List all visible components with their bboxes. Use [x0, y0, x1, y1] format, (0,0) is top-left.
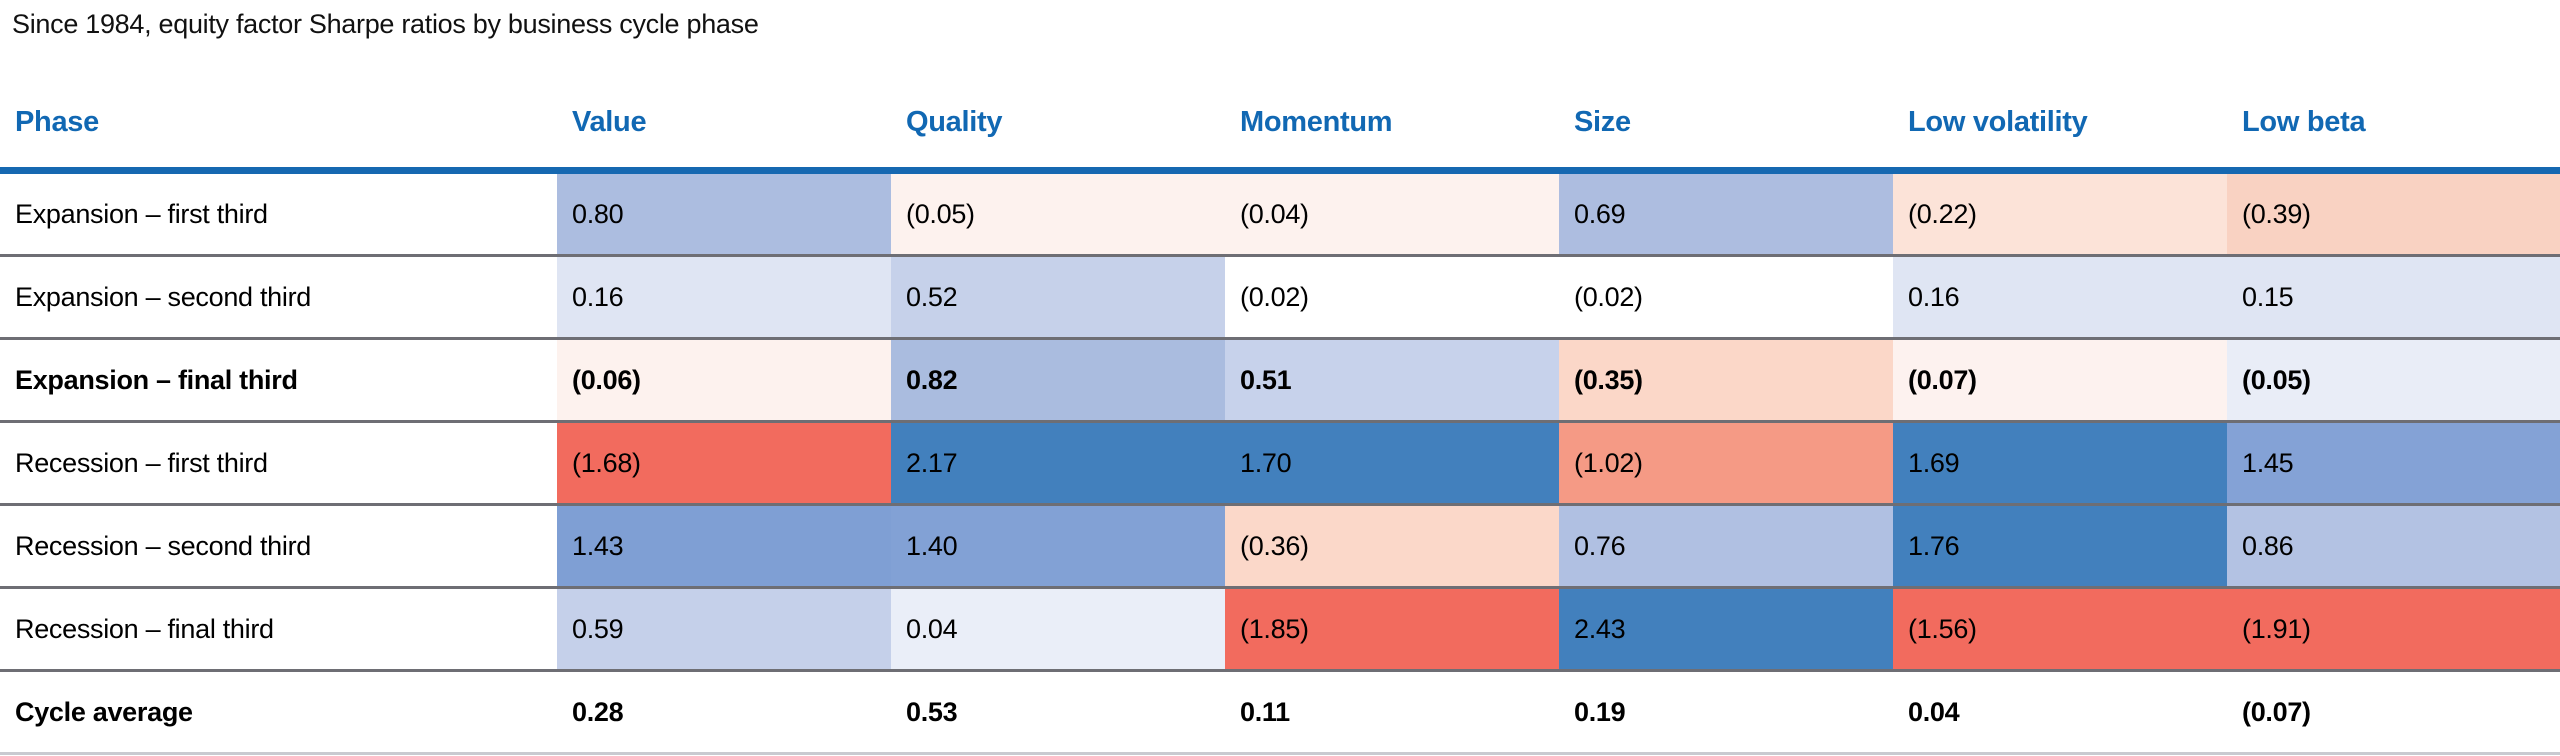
- table-row: Expansion – second third 0.16 0.52 (0.02) (0…: [0, 257, 2560, 340]
- sharpe-cell: (0.39): [2227, 174, 2560, 254]
- table-row: Expansion – first third 0.80 (0.05) (0.04) 0…: [0, 174, 2560, 257]
- phase-label: Cycle average: [0, 672, 557, 752]
- phase-label: Expansion – second third: [0, 257, 557, 337]
- phase-label: Recession – first third: [0, 423, 557, 503]
- sharpe-cell: 0.52: [891, 257, 1225, 337]
- sharpe-cell: 1.40: [891, 506, 1225, 586]
- sharpe-cell: 0.16: [1893, 257, 2227, 337]
- table-header-row: Phase Value Quality Momentum Size Low volatil…: [0, 49, 2560, 174]
- table-row: Recession – first third (1.68) 2.17 1.70 (1.…: [0, 423, 2560, 506]
- sharpe-cell: (0.05): [891, 174, 1225, 254]
- sharpe-cell: 1.76: [1893, 506, 2227, 586]
- phase-label: Recession – second third: [0, 506, 557, 586]
- sharpe-cell: 1.43: [557, 506, 891, 586]
- table-row: Expansion – final third (0.06) 0.82 0.51 (0.…: [0, 340, 2560, 423]
- phase-label: Recession – final third: [0, 589, 557, 669]
- sharpe-cell: 0.16: [557, 257, 891, 337]
- sharpe-cell: (1.56): [1893, 589, 2227, 669]
- sharpe-cell: (0.22): [1893, 174, 2227, 254]
- column-header-low-beta: Low beta: [2242, 105, 2366, 138]
- sharpe-cell: 1.45: [2227, 423, 2560, 503]
- sharpe-cell: (1.68): [557, 423, 891, 503]
- sharpe-cell: 0.51: [1225, 340, 1559, 420]
- sharpe-cell: 1.69: [1893, 423, 2227, 503]
- sharpe-cell: 0.86: [2227, 506, 2560, 586]
- column-header-size: Size: [1574, 105, 1631, 138]
- sharpe-cell: 0.53: [891, 672, 1225, 752]
- sharpe-cell: 2.17: [891, 423, 1225, 503]
- sharpe-cell: 0.04: [891, 589, 1225, 669]
- phase-label: Expansion – final third: [0, 340, 557, 420]
- sharpe-cell: (0.07): [1893, 340, 2227, 420]
- sharpe-cell: 0.15: [2227, 257, 2560, 337]
- sharpe-cell: (0.05): [2227, 340, 2560, 420]
- table-row: Recession – second third 1.43 1.40 (0.36) 0.…: [0, 506, 2560, 589]
- sharpe-cell: (1.02): [1559, 423, 1893, 503]
- phase-label: Expansion – first third: [0, 174, 557, 254]
- sharpe-ratio-table: Phase Value Quality Momentum Size Low volatil…: [0, 49, 2560, 755]
- sharpe-cell: 0.04: [1893, 672, 2227, 752]
- sharpe-cell: 0.28: [557, 672, 891, 752]
- sharpe-cell: 0.11: [1225, 672, 1559, 752]
- sharpe-cell: 0.76: [1559, 506, 1893, 586]
- sharpe-cell: 1.70: [1225, 423, 1559, 503]
- sharpe-cell: (0.35): [1559, 340, 1893, 420]
- table-row: Recession – final third 0.59 0.04 (1.85) 2.4…: [0, 589, 2560, 672]
- sharpe-cell: 0.19: [1559, 672, 1893, 752]
- column-header-phase: Phase: [15, 105, 99, 138]
- chart-title: Since 1984, equity factor Sharpe ratios …: [12, 9, 759, 39]
- sharpe-cell: (1.85): [1225, 589, 1559, 669]
- column-header-value: Value: [572, 105, 647, 138]
- sharpe-cell: (1.91): [2227, 589, 2560, 669]
- column-header-low-volatility: Low volatility: [1908, 105, 2088, 138]
- column-header-momentum: Momentum: [1240, 105, 1393, 138]
- column-header-quality: Quality: [906, 105, 1003, 138]
- sharpe-cell: (0.36): [1225, 506, 1559, 586]
- sharpe-cell: (0.07): [2227, 672, 2560, 752]
- sharpe-cell: 0.59: [557, 589, 891, 669]
- sharpe-cell: 0.69: [1559, 174, 1893, 254]
- sharpe-cell: (0.04): [1225, 174, 1559, 254]
- sharpe-cell: (0.02): [1559, 257, 1893, 337]
- table-body: Expansion – first third 0.80 (0.05) (0.04) 0…: [0, 174, 2560, 755]
- sharpe-cell: 2.43: [1559, 589, 1893, 669]
- cycle-average-row: Cycle average 0.28 0.53 0.11 0.19 0.04 (0.07): [0, 672, 2560, 755]
- sharpe-cell: 0.82: [891, 340, 1225, 420]
- sharpe-cell: (0.02): [1225, 257, 1559, 337]
- sharpe-cell: (0.06): [557, 340, 891, 420]
- sharpe-cell: 0.80: [557, 174, 891, 254]
